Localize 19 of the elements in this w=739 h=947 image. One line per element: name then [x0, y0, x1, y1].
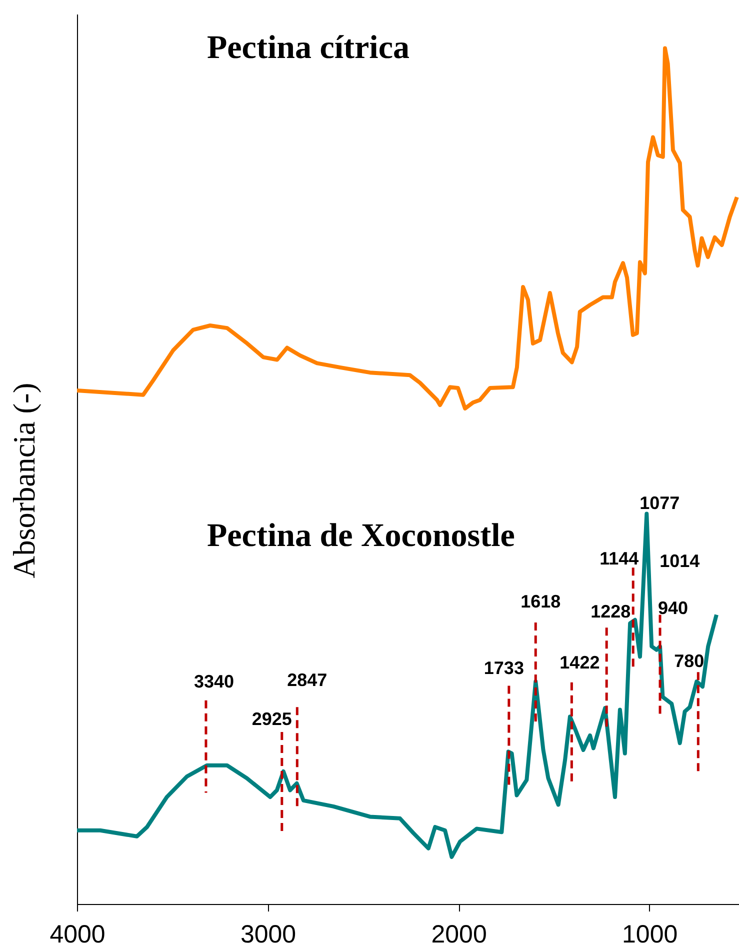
annotation: 1144: [600, 548, 639, 569]
x-tick-label: 4000: [50, 920, 106, 947]
y-axis-title: Absorbancia (-): [6, 382, 42, 578]
annotation: 1077: [640, 492, 680, 513]
annotation: 1228: [590, 602, 631, 622]
annotation: Pectina cítrica: [207, 30, 410, 66]
annotation: 1014: [660, 550, 700, 571]
annotation: Pectina de Xoconostle: [207, 518, 515, 554]
x-tick-label: 3000: [240, 920, 296, 947]
annotation: 780: [674, 651, 704, 672]
annotation: 1618: [520, 591, 561, 612]
x-tick-label: 1000: [622, 920, 678, 947]
annotation: 1733: [484, 658, 524, 678]
annotation: 3340: [194, 671, 234, 692]
x-tick-label: 2000: [431, 920, 487, 947]
annotation: 2847: [287, 670, 328, 690]
annotation: 1422: [560, 652, 600, 672]
annotation: 2925: [252, 708, 292, 729]
annotation: 940: [658, 598, 688, 618]
